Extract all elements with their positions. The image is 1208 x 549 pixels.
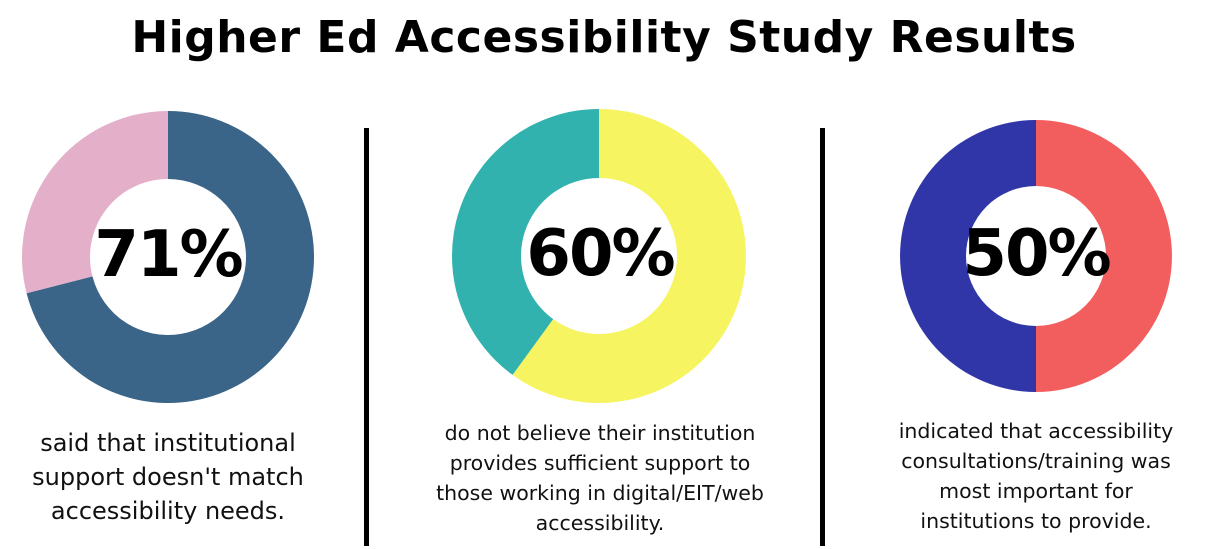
donut-3-percent: 50% (962, 217, 1111, 291)
stat-panel-1: 71% said that institutional support does… (0, 100, 358, 549)
caption-1-line: support doesn't match (32, 463, 304, 491)
divider-1 (364, 128, 369, 546)
donut-chart-3 (900, 120, 1172, 392)
caption-3: indicated that accessibility consultatio… (846, 416, 1208, 536)
caption-3-line: institutions to provide. (920, 509, 1152, 533)
caption-2-line: do not believe their institution (444, 421, 756, 445)
stat-panel-2: 60% do not believe their institution pro… (410, 100, 790, 549)
caption-1-line: said that institutional (40, 429, 296, 457)
stat-panel-3: 50% indicated that accessibility consult… (846, 100, 1208, 549)
donut-slice-2 (452, 109, 599, 375)
donut-chart-1 (21, 111, 314, 403)
donut-chart-2 (452, 109, 746, 403)
caption-2: do not believe their institution provide… (410, 418, 790, 538)
caption-1: said that institutional support doesn't … (0, 426, 358, 528)
caption-2-line: accessibility. (535, 511, 665, 535)
caption-3-line: indicated that accessibility (898, 419, 1174, 443)
donut-slice-2 (900, 120, 1036, 392)
donut-1-percent: 71% (94, 218, 243, 292)
donut-slice-2 (21, 111, 168, 294)
divider-2 (820, 128, 825, 546)
page-title: Higher Ed Accessibility Study Results (131, 12, 1077, 63)
caption-3-line: most important for (939, 479, 1133, 503)
caption-1-line: accessibility needs. (50, 497, 286, 525)
donut-slice-1 (512, 109, 746, 403)
donut-slice-1 (26, 111, 314, 403)
donut-2-percent: 60% (526, 217, 675, 291)
donut-slice-1 (1036, 120, 1172, 392)
caption-2-line: provides sufficient support to (449, 451, 751, 475)
caption-3-line: consultations/training was (901, 449, 1171, 473)
caption-2-line: those working in digital/EIT/web (436, 481, 764, 505)
